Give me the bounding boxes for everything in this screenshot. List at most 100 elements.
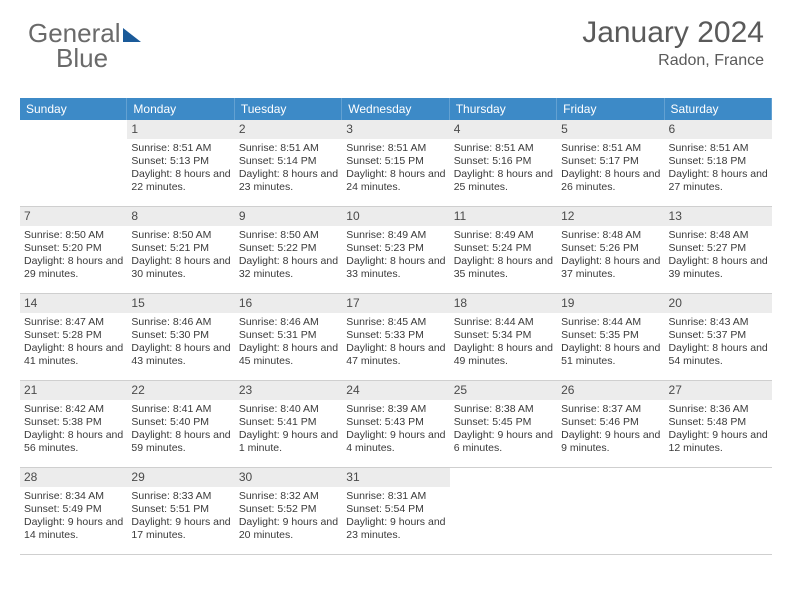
sunset-line: Sunset: 5:35 PM (561, 329, 660, 342)
day-number: 20 (665, 294, 772, 313)
day-number: 16 (235, 294, 342, 313)
sunset-line: Sunset: 5:51 PM (131, 503, 230, 516)
daylight-line: Daylight: 8 hours and 29 minutes. (24, 255, 123, 281)
daylight-line: Daylight: 8 hours and 26 minutes. (561, 168, 660, 194)
day-cell: 23Sunrise: 8:40 AMSunset: 5:41 PMDayligh… (235, 381, 342, 467)
sunset-line: Sunset: 5:31 PM (239, 329, 338, 342)
day-number: 19 (557, 294, 664, 313)
day-number: 26 (557, 381, 664, 400)
day-cell: 30Sunrise: 8:32 AMSunset: 5:52 PMDayligh… (235, 468, 342, 554)
brand-flag-icon (123, 28, 141, 42)
sunrise-line: Sunrise: 8:46 AM (239, 316, 338, 329)
sunrise-line: Sunrise: 8:39 AM (346, 403, 445, 416)
weeks-container: 1Sunrise: 8:51 AMSunset: 5:13 PMDaylight… (20, 120, 772, 555)
sunset-line: Sunset: 5:14 PM (239, 155, 338, 168)
sunset-line: Sunset: 5:23 PM (346, 242, 445, 255)
sunrise-line: Sunrise: 8:46 AM (131, 316, 230, 329)
sunrise-line: Sunrise: 8:31 AM (346, 490, 445, 503)
sunset-line: Sunset: 5:49 PM (24, 503, 123, 516)
daylight-line: Daylight: 8 hours and 43 minutes. (131, 342, 230, 368)
day-number: 10 (342, 207, 449, 226)
sunset-line: Sunset: 5:52 PM (239, 503, 338, 516)
sunset-line: Sunset: 5:40 PM (131, 416, 230, 429)
day-cell: 14Sunrise: 8:47 AMSunset: 5:28 PMDayligh… (20, 294, 127, 380)
sunset-line: Sunset: 5:48 PM (669, 416, 768, 429)
day-number: 17 (342, 294, 449, 313)
sunset-line: Sunset: 5:38 PM (24, 416, 123, 429)
sunrise-line: Sunrise: 8:37 AM (561, 403, 660, 416)
dow-header-row: SundayMondayTuesdayWednesdayThursdayFrid… (20, 98, 772, 120)
day-cell: 9Sunrise: 8:50 AMSunset: 5:22 PMDaylight… (235, 207, 342, 293)
day-number: 24 (342, 381, 449, 400)
day-number: 23 (235, 381, 342, 400)
daylight-line: Daylight: 8 hours and 54 minutes. (669, 342, 768, 368)
day-cell: 1Sunrise: 8:51 AMSunset: 5:13 PMDaylight… (127, 120, 234, 206)
sunrise-line: Sunrise: 8:51 AM (346, 142, 445, 155)
day-number: 11 (450, 207, 557, 226)
daylight-line: Daylight: 9 hours and 6 minutes. (454, 429, 553, 455)
daylight-line: Daylight: 9 hours and 12 minutes. (669, 429, 768, 455)
sunrise-line: Sunrise: 8:44 AM (454, 316, 553, 329)
sunset-line: Sunset: 5:21 PM (131, 242, 230, 255)
day-cell: 28Sunrise: 8:34 AMSunset: 5:49 PMDayligh… (20, 468, 127, 554)
daylight-line: Daylight: 8 hours and 22 minutes. (131, 168, 230, 194)
day-cell: 6Sunrise: 8:51 AMSunset: 5:18 PMDaylight… (665, 120, 772, 206)
day-number: 27 (665, 381, 772, 400)
sunset-line: Sunset: 5:34 PM (454, 329, 553, 342)
week-row: 14Sunrise: 8:47 AMSunset: 5:28 PMDayligh… (20, 294, 772, 381)
day-cell: 11Sunrise: 8:49 AMSunset: 5:24 PMDayligh… (450, 207, 557, 293)
sunrise-line: Sunrise: 8:51 AM (561, 142, 660, 155)
day-cell: 21Sunrise: 8:42 AMSunset: 5:38 PMDayligh… (20, 381, 127, 467)
sunset-line: Sunset: 5:18 PM (669, 155, 768, 168)
day-number: 8 (127, 207, 234, 226)
sunset-line: Sunset: 5:15 PM (346, 155, 445, 168)
sunrise-line: Sunrise: 8:51 AM (131, 142, 230, 155)
daylight-line: Daylight: 8 hours and 51 minutes. (561, 342, 660, 368)
daylight-line: Daylight: 8 hours and 56 minutes. (24, 429, 123, 455)
week-row: 21Sunrise: 8:42 AMSunset: 5:38 PMDayligh… (20, 381, 772, 468)
sunset-line: Sunset: 5:20 PM (24, 242, 123, 255)
daylight-line: Daylight: 8 hours and 32 minutes. (239, 255, 338, 281)
day-cell: 13Sunrise: 8:48 AMSunset: 5:27 PMDayligh… (665, 207, 772, 293)
sunrise-line: Sunrise: 8:48 AM (669, 229, 768, 242)
sunset-line: Sunset: 5:41 PM (239, 416, 338, 429)
sunset-line: Sunset: 5:43 PM (346, 416, 445, 429)
day-number: 1 (127, 120, 234, 139)
sunrise-line: Sunrise: 8:51 AM (454, 142, 553, 155)
day-number: 28 (20, 468, 127, 487)
day-number: 7 (20, 207, 127, 226)
day-number: 2 (235, 120, 342, 139)
sunrise-line: Sunrise: 8:36 AM (669, 403, 768, 416)
sunrise-line: Sunrise: 8:44 AM (561, 316, 660, 329)
day-cell: 15Sunrise: 8:46 AMSunset: 5:30 PMDayligh… (127, 294, 234, 380)
day-number: 4 (450, 120, 557, 139)
sunrise-line: Sunrise: 8:43 AM (669, 316, 768, 329)
daylight-line: Daylight: 9 hours and 9 minutes. (561, 429, 660, 455)
day-cell: 20Sunrise: 8:43 AMSunset: 5:37 PMDayligh… (665, 294, 772, 380)
day-number: 5 (557, 120, 664, 139)
dow-header-cell: Sunday (20, 98, 127, 120)
dow-header-cell: Thursday (450, 98, 557, 120)
sunset-line: Sunset: 5:17 PM (561, 155, 660, 168)
sunrise-line: Sunrise: 8:47 AM (24, 316, 123, 329)
daylight-line: Daylight: 8 hours and 24 minutes. (346, 168, 445, 194)
daylight-line: Daylight: 9 hours and 17 minutes. (131, 516, 230, 542)
title-block: January 2024 Radon, France (582, 16, 764, 70)
day-cell: 5 Sunrise: 8:51 AMSunset: 5:17 PMDaylight… (557, 120, 664, 206)
page-title: January 2024 (582, 16, 764, 50)
day-number: 12 (557, 207, 664, 226)
day-cell: 3Sunrise: 8:51 AMSunset: 5:15 PMDaylight… (342, 120, 449, 206)
calendar-grid: SundayMondayTuesdayWednesdayThursdayFrid… (20, 98, 772, 555)
day-cell: 19 Sunrise: 8:44 AMSunset: 5:35 PMDayligh… (557, 294, 664, 380)
dow-header-cell: Monday (127, 98, 234, 120)
daylight-line: Daylight: 8 hours and 41 minutes. (24, 342, 123, 368)
day-number: 15 (127, 294, 234, 313)
daylight-line: Daylight: 8 hours and 39 minutes. (669, 255, 768, 281)
daylight-line: Daylight: 8 hours and 25 minutes. (454, 168, 553, 194)
week-row: 1Sunrise: 8:51 AMSunset: 5:13 PMDaylight… (20, 120, 772, 207)
day-cell: 25Sunrise: 8:38 AMSunset: 5:45 PMDayligh… (450, 381, 557, 467)
daylight-line: Daylight: 8 hours and 47 minutes. (346, 342, 445, 368)
day-number: 9 (235, 207, 342, 226)
daylight-line: Daylight: 9 hours and 4 minutes. (346, 429, 445, 455)
daylight-line: Daylight: 8 hours and 27 minutes. (669, 168, 768, 194)
